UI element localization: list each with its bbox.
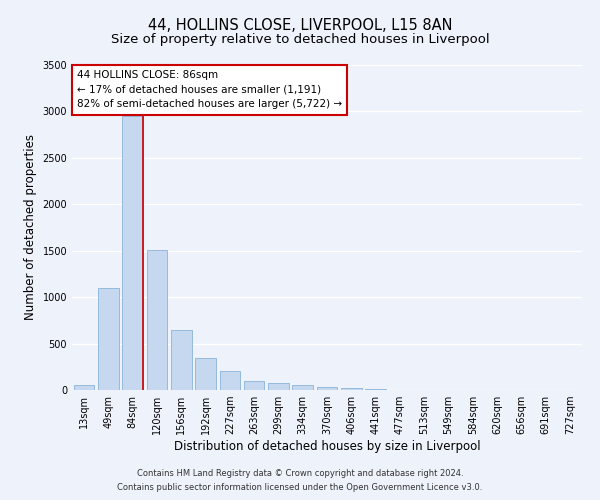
Text: Contains HM Land Registry data © Crown copyright and database right 2024.: Contains HM Land Registry data © Crown c… bbox=[137, 468, 463, 477]
Text: Size of property relative to detached houses in Liverpool: Size of property relative to detached ho… bbox=[110, 32, 490, 46]
Bar bbox=[365, 389, 386, 390]
Bar bbox=[98, 288, 119, 390]
Text: 44, HOLLINS CLOSE, LIVERPOOL, L15 8AN: 44, HOLLINS CLOSE, LIVERPOOL, L15 8AN bbox=[148, 18, 452, 32]
Bar bbox=[317, 387, 337, 390]
Bar bbox=[171, 330, 191, 390]
X-axis label: Distribution of detached houses by size in Liverpool: Distribution of detached houses by size … bbox=[173, 440, 481, 453]
Text: 44 HOLLINS CLOSE: 86sqm
← 17% of detached houses are smaller (1,191)
82% of semi: 44 HOLLINS CLOSE: 86sqm ← 17% of detache… bbox=[77, 70, 342, 110]
Text: Contains public sector information licensed under the Open Government Licence v3: Contains public sector information licen… bbox=[118, 484, 482, 492]
Bar bbox=[74, 386, 94, 390]
Bar bbox=[341, 388, 362, 390]
Bar bbox=[122, 116, 143, 390]
Bar bbox=[268, 383, 289, 390]
Bar bbox=[146, 250, 167, 390]
Bar bbox=[220, 370, 240, 390]
Bar bbox=[244, 380, 265, 390]
Bar bbox=[195, 358, 216, 390]
Y-axis label: Number of detached properties: Number of detached properties bbox=[24, 134, 37, 320]
Bar bbox=[292, 385, 313, 390]
